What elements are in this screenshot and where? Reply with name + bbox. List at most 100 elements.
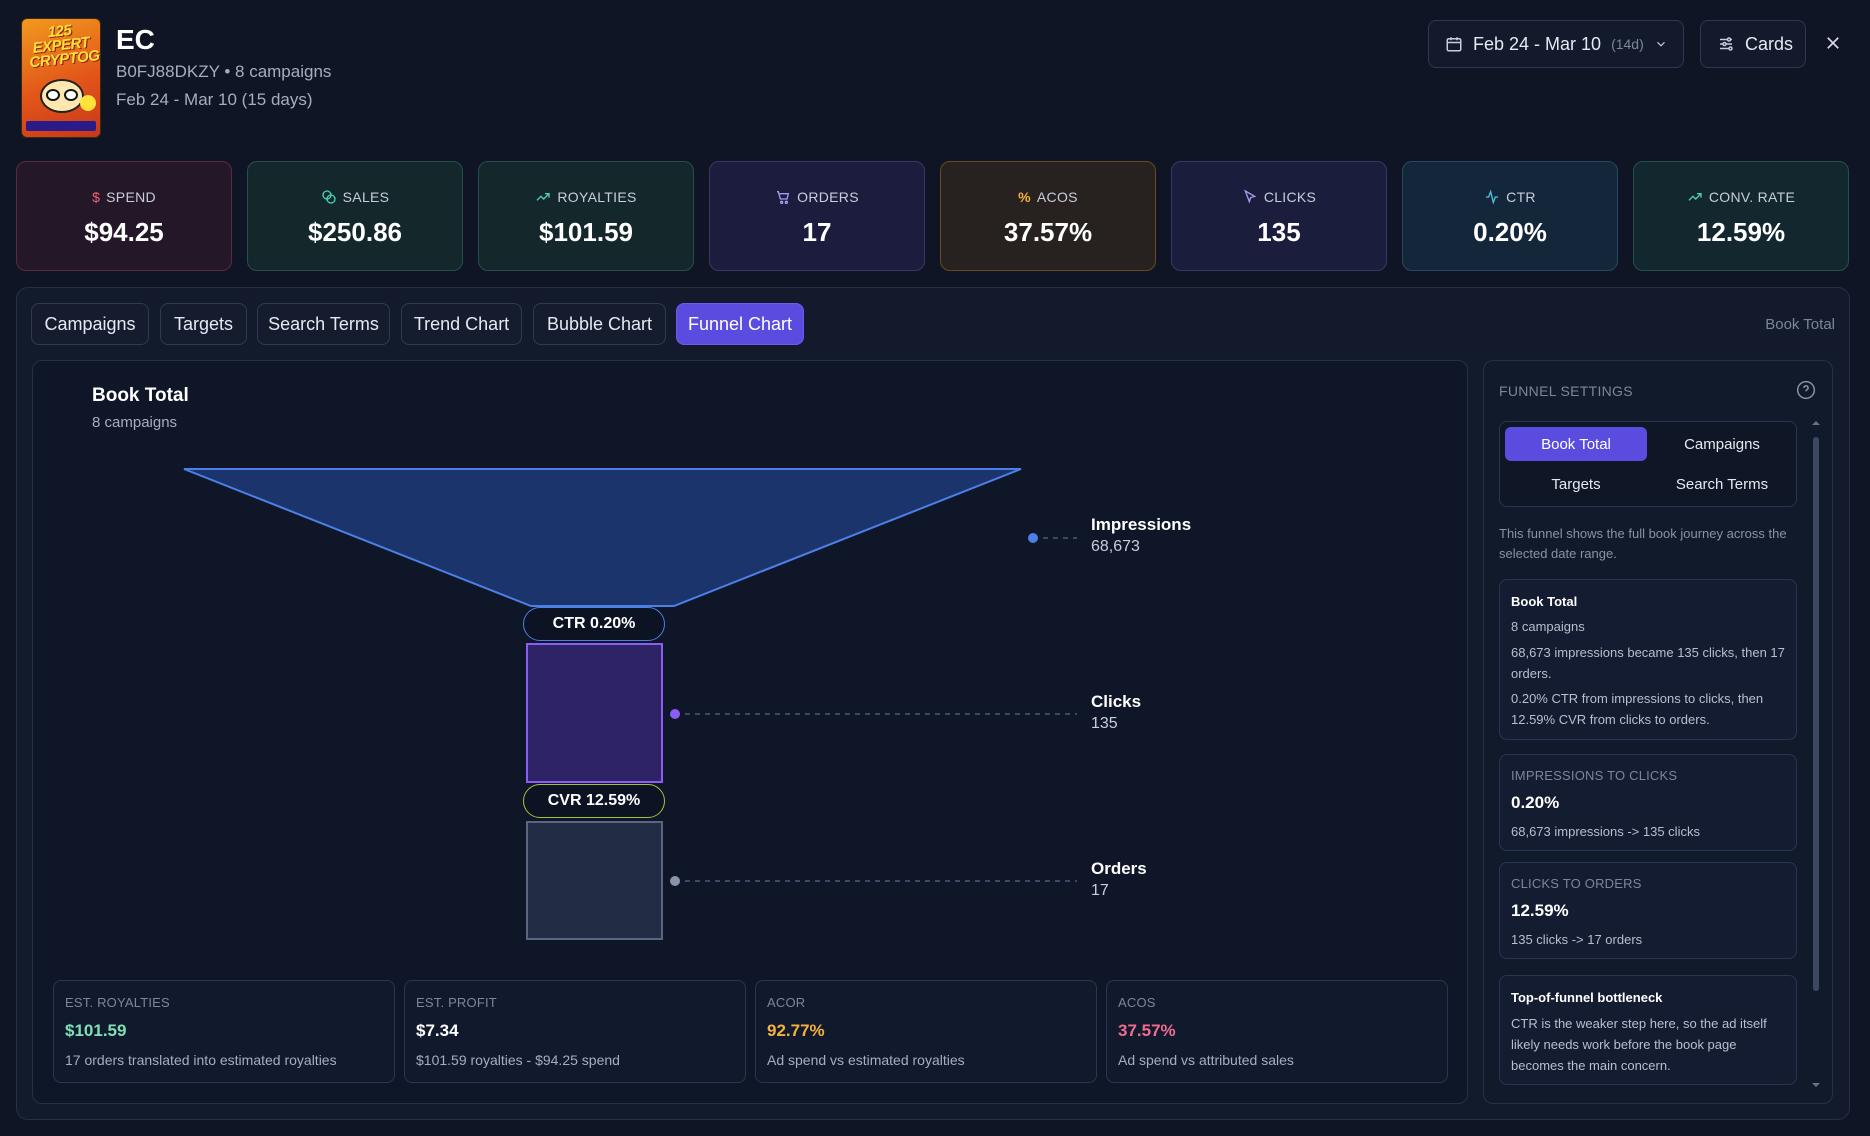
summary-line: 68,673 impressions became 135 clicks, th…	[1511, 645, 1785, 681]
tab-targets[interactable]: Targets	[160, 303, 247, 345]
metric-value: 17	[802, 217, 832, 247]
chart-title: Book Total	[92, 385, 189, 406]
scope-option-campaigns[interactable]: Campaigns	[1684, 435, 1760, 453]
metric-cards: $ SPEND $94.25 SALES $250.86 ROYALTIES $1…	[16, 161, 1850, 271]
scope-selector: Book Total Campaigns Targets Search Term…	[1499, 421, 1797, 507]
metric-label: CTR	[1506, 189, 1536, 205]
kpi-description: Ad spend vs estimated royalties	[767, 1052, 965, 1068]
cards-view-button[interactable]: Cards	[1700, 20, 1806, 68]
metric-label: CLICKS	[1263, 189, 1317, 205]
date-range-label: Feb 24 - Mar 10	[1473, 33, 1602, 54]
kpi-acor: ACOR 92.77% Ad spend vs estimated royalt…	[755, 980, 1097, 1083]
impressions-to-clicks-card: IMPRESSIONS TO CLICKS 0.20% 68,673 impre…	[1499, 754, 1797, 851]
impressions-funnel-segment[interactable]	[183, 468, 1022, 607]
cover-badge	[80, 95, 96, 111]
metric-value: $101.59	[539, 217, 633, 247]
metric-acos: % ACOS 37.57%	[940, 161, 1156, 271]
card-caption: CLICKS TO ORDERS	[1511, 876, 1642, 891]
dollar-icon: $	[92, 189, 101, 205]
card-value: 12.59%	[1511, 901, 1569, 920]
metric-clicks: CLICKS 135	[1171, 161, 1387, 271]
cover-face	[40, 79, 84, 113]
metric-value: 0.20%	[1473, 217, 1547, 247]
cards-label: Cards	[1745, 33, 1794, 54]
kpi-label: EST. PROFIT	[416, 995, 497, 1010]
metric-label: ORDERS	[797, 189, 859, 205]
cover-glass-right	[64, 89, 78, 101]
metric-label: CONV. RATE	[1708, 189, 1796, 205]
kpi-value: $7.34	[416, 1021, 459, 1040]
metric-royalties: ROYALTIES $101.59	[478, 161, 694, 271]
metric-label: SPEND	[106, 189, 156, 205]
metric-sales: SALES $250.86	[247, 161, 463, 271]
header: 125 EXPERT CRYPTOGRAMS EC B0FJ88DKZY • 8…	[0, 0, 1870, 150]
tab-bubble-chart[interactable]: Bubble Chart	[533, 303, 666, 345]
kpi-label: ACOR	[767, 995, 806, 1010]
bottleneck-text: CTR is the weaker step here, so the ad i…	[1511, 1016, 1767, 1073]
summary-line: 0.20% CTR from impressions to clicks, th…	[1511, 691, 1764, 727]
close-icon	[1827, 37, 1839, 49]
ctr-pill: CTR 0.20%	[523, 607, 665, 641]
trending-up-icon	[1688, 193, 1702, 201]
scope-option-search-terms[interactable]: Search Terms	[1675, 475, 1769, 493]
bottleneck-card: Top-of-funnel bottleneck CTR is the weak…	[1499, 975, 1797, 1085]
date-line: Feb 24 - Mar 10 (15 days)	[116, 90, 313, 109]
tab-campaigns[interactable]: Campaigns	[31, 303, 149, 345]
kpi-value: $101.59	[65, 1021, 127, 1040]
funnel-chart: Book Total 8 campaigns CTR 0.20% CVR 12.…	[32, 360, 1468, 1104]
scope-option-book-total[interactable]: Book Total	[1505, 427, 1647, 461]
settings-description: This funnel shows the full book journey …	[1499, 526, 1787, 561]
card-detail: 68,673 impressions -> 135 clicks	[1511, 824, 1700, 839]
summary-line: 8 campaigns	[1511, 619, 1585, 634]
clicks-funnel-segment[interactable]	[526, 643, 663, 783]
cursor-icon	[1243, 189, 1257, 204]
scrollbar-thumb[interactable]	[1813, 437, 1819, 991]
clicks-value: 135	[1091, 715, 1118, 732]
scroll-down-icon[interactable]	[1812, 1081, 1820, 1089]
funnel-settings-panel: FUNNEL SETTINGS Book Total Campaigns Tar…	[1483, 360, 1833, 1104]
close-button[interactable]	[1818, 28, 1848, 58]
trending-up-icon	[536, 193, 551, 201]
scroll-up-icon[interactable]	[1812, 419, 1820, 427]
bottleneck-title: Top-of-funnel bottleneck	[1511, 990, 1663, 1005]
activity-icon	[1486, 189, 1499, 205]
metric-spend: $ SPEND $94.25	[16, 161, 232, 271]
scope-label: Book Total	[1765, 316, 1835, 333]
date-range-button[interactable]: Feb 24 - Mar 10 (14d)	[1428, 20, 1684, 68]
kpi-description: Ad spend vs attributed sales	[1118, 1052, 1294, 1068]
cart-icon	[777, 191, 790, 204]
cover-title: 125 EXPERT CRYPTOGRAMS	[28, 21, 101, 72]
tab-search-terms[interactable]: Search Terms	[257, 303, 390, 345]
help-icon[interactable]	[1796, 380, 1816, 400]
kpi-description: $101.59 royalties - $94.25 spend	[416, 1052, 620, 1068]
metric-value: 37.57%	[1003, 217, 1093, 247]
impressions-label: Impressions	[1091, 515, 1192, 534]
sliders-icon	[1720, 37, 1733, 51]
page-title: EC	[116, 24, 155, 55]
metric-orders: ORDERS 17	[709, 161, 925, 271]
kpi-est-royalties: EST. ROYALTIES $101.59 17 orders transla…	[53, 980, 395, 1083]
impressions-value: 68,673	[1091, 538, 1140, 555]
metric-value: $94.25	[84, 217, 164, 247]
metric-label: ACOS	[1036, 189, 1078, 205]
orders-value: 17	[1091, 882, 1109, 899]
cover-footer	[26, 121, 96, 131]
metric-value: 12.59%	[1696, 217, 1786, 247]
scope-option-targets[interactable]: Targets	[1551, 475, 1601, 493]
impressions-dot	[1028, 533, 1038, 543]
tab-trend-chart[interactable]: Trend Chart	[401, 303, 522, 345]
kpi-acos: ACOS 37.57% Ad spend vs attributed sales	[1106, 980, 1448, 1083]
date-range-days: (14d)	[1611, 36, 1644, 52]
kpi-label: ACOS	[1118, 995, 1156, 1010]
orders-funnel-segment[interactable]	[526, 821, 663, 940]
card-value: 0.20%	[1511, 793, 1560, 812]
kpi-value: 37.57%	[1118, 1021, 1176, 1040]
kpi-description: 17 orders translated into estimated roya…	[65, 1052, 337, 1068]
chart-subtitle: 8 campaigns	[92, 414, 178, 431]
settings-scrollbar[interactable]	[1812, 419, 1820, 1089]
kpi-value: 92.77%	[767, 1021, 825, 1040]
card-caption: IMPRESSIONS TO CLICKS	[1511, 768, 1678, 783]
tab-funnel-chart[interactable]: Funnel Chart	[676, 303, 804, 345]
book-cover-image: 125 EXPERT CRYPTOGRAMS	[21, 18, 101, 138]
kpi-label: EST. ROYALTIES	[65, 995, 170, 1010]
